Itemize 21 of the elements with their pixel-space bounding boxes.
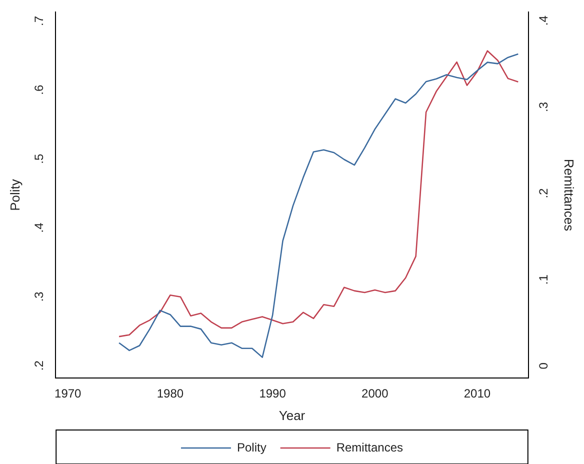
y-tick-label: .3 <box>32 291 46 302</box>
x-tick-label: 1980 <box>156 386 184 401</box>
y2-tick-label: 0 <box>536 362 551 370</box>
x-tick-label: 1970 <box>54 386 82 401</box>
y2-tick-label: .4 <box>536 15 551 26</box>
y2-tick-label: .3 <box>536 102 551 112</box>
x-tick-label: 2010 <box>464 386 491 401</box>
y2-tick-label: .1 <box>536 274 551 285</box>
x-axis-title: Year <box>278 408 306 423</box>
y-axis-title: Polity <box>7 178 22 211</box>
y2-axis-title: Remittances <box>562 158 577 232</box>
x-tick-label: 2000 <box>362 386 389 401</box>
legend-label: Remittances <box>336 440 404 454</box>
y-tick-label: .2 <box>32 360 46 371</box>
y2-tick-label: .2 <box>536 188 551 198</box>
legend-label: Polity <box>236 440 266 454</box>
y-tick-label: .5 <box>32 153 46 164</box>
y-tick-label: .4 <box>32 222 46 233</box>
y-tick-label: .6 <box>32 84 46 95</box>
x-tick-label: 1990 <box>259 386 286 401</box>
y-tick-label: .7 <box>32 16 46 26</box>
